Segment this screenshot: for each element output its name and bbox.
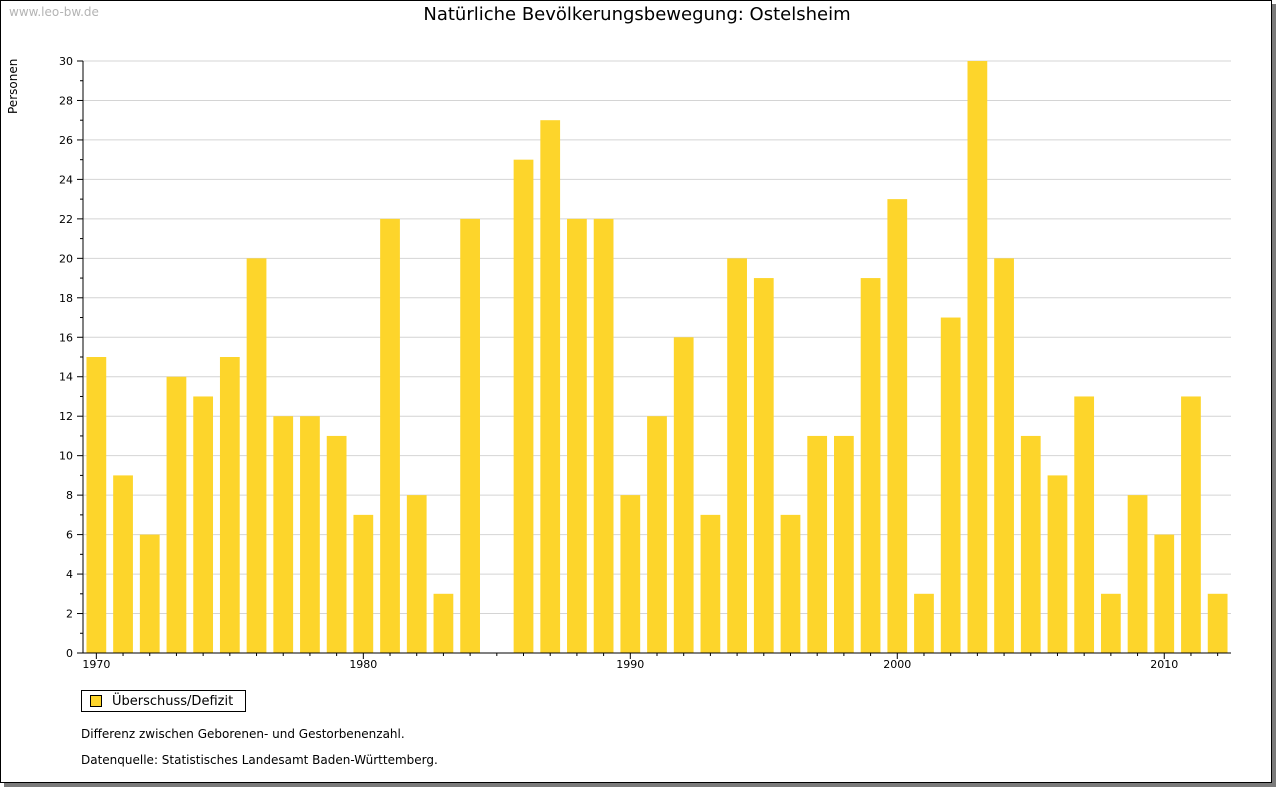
bar xyxy=(219,357,240,653)
bar xyxy=(860,278,881,653)
bar xyxy=(1154,534,1175,653)
y-tick-label: 20 xyxy=(59,252,73,265)
bar xyxy=(353,514,374,653)
bar xyxy=(1127,495,1148,653)
bar xyxy=(139,534,160,653)
bar xyxy=(567,218,587,653)
bar xyxy=(540,120,561,653)
bar xyxy=(807,435,828,653)
bar xyxy=(967,61,988,653)
bar xyxy=(433,593,454,653)
y-tick-label: 12 xyxy=(59,410,73,423)
bar xyxy=(1074,396,1095,653)
bar xyxy=(460,218,480,653)
description-note: Differenz zwischen Geborenen- und Gestor… xyxy=(81,727,405,741)
x-tick-label: 1980 xyxy=(349,658,377,671)
y-tick-label: 26 xyxy=(59,134,73,147)
bar xyxy=(166,376,187,653)
bar xyxy=(1181,396,1201,653)
bar xyxy=(1047,475,1068,653)
bar xyxy=(753,278,774,653)
bar xyxy=(1100,593,1121,653)
y-tick-label: 14 xyxy=(59,371,73,384)
bar xyxy=(380,218,400,653)
source-note: Datenquelle: Statistisches Landesamt Bad… xyxy=(81,753,438,767)
legend-label: Überschuss/Defizit xyxy=(112,693,234,709)
y-tick-label: 6 xyxy=(66,529,73,542)
bar xyxy=(940,317,961,653)
bar xyxy=(647,416,667,653)
y-tick-label: 24 xyxy=(59,173,73,186)
y-tick-label: 30 xyxy=(59,55,73,68)
bar xyxy=(620,495,641,653)
bar xyxy=(246,258,267,653)
bar xyxy=(326,435,347,653)
watermark: www.leo-bw.de xyxy=(9,5,99,19)
bar xyxy=(406,495,427,653)
bar xyxy=(1207,593,1228,653)
y-tick-label: 8 xyxy=(66,489,73,502)
bar xyxy=(113,475,133,653)
y-tick-label: 22 xyxy=(59,213,73,226)
y-tick-label: 16 xyxy=(59,331,73,344)
bar xyxy=(834,435,854,653)
bar xyxy=(727,258,747,653)
x-tick-label: 1990 xyxy=(616,658,644,671)
legend-swatch-icon xyxy=(90,695,102,707)
y-tick-label: 4 xyxy=(66,568,73,581)
bar xyxy=(593,218,614,653)
x-tick-label: 2000 xyxy=(883,658,911,671)
bar xyxy=(193,396,214,653)
legend: Überschuss/Defizit xyxy=(81,690,247,712)
bar xyxy=(780,514,801,653)
chart-title: Natürliche Bevölkerungsbewegung: Ostelsh… xyxy=(423,4,851,25)
bar xyxy=(673,337,694,653)
x-tick-label: 1970 xyxy=(82,658,110,671)
bar xyxy=(273,416,294,653)
y-tick-label: 0 xyxy=(66,647,73,660)
bar xyxy=(914,593,934,653)
y-tick-label: 18 xyxy=(59,292,73,305)
bar xyxy=(700,514,721,653)
bar xyxy=(887,199,908,653)
x-tick-label: 2010 xyxy=(1150,658,1178,671)
bar xyxy=(994,258,1014,653)
y-tick-label: 10 xyxy=(59,450,73,463)
y-tick-label: 2 xyxy=(66,608,73,621)
bar xyxy=(513,159,534,653)
bar xyxy=(300,416,320,653)
y-tick-label: 28 xyxy=(59,94,73,107)
bar xyxy=(1020,435,1041,653)
bar xyxy=(86,357,107,653)
